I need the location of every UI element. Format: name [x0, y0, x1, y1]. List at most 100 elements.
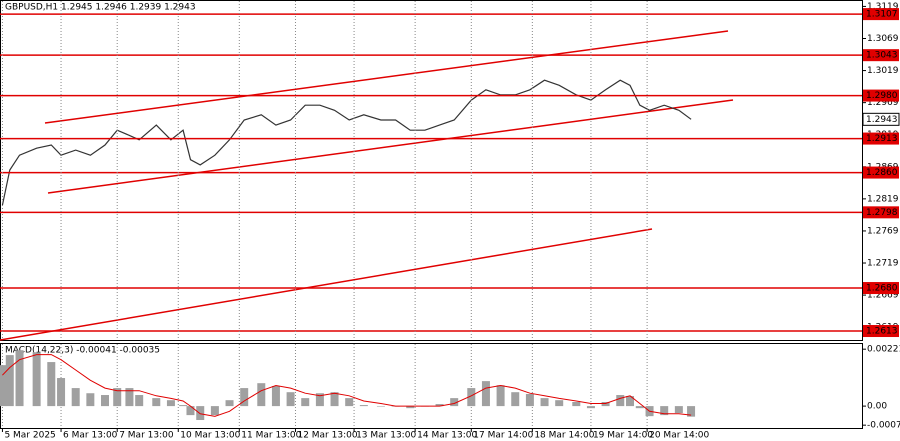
macd-bar [5, 355, 14, 407]
x-tick-label: 18 Mar 14:00 [534, 431, 594, 441]
macd-bar [467, 388, 476, 407]
macd-bar [101, 395, 110, 407]
macd-bar [166, 400, 175, 407]
macd-bar [626, 396, 635, 407]
price-panel-frame [0, 0, 863, 341]
y-tick-label: 1.2769 [867, 226, 899, 236]
macd-bar [125, 388, 134, 407]
macd-bar [511, 392, 520, 407]
macd-bar [450, 398, 459, 407]
trend-line [0, 228, 653, 341]
macd-bar [496, 385, 505, 407]
trend-line [44, 30, 729, 124]
macd-bar [674, 406, 683, 414]
macd-bar [586, 406, 595, 409]
x-tick-label: 14 Mar 13:00 [417, 431, 477, 441]
x-tick-label: 7 Mar 13:00 [119, 431, 174, 441]
macd-bar [15, 350, 24, 407]
y-tick-label: 1.2719 [867, 259, 899, 269]
macd-bar [152, 398, 161, 407]
macd-bar [225, 400, 234, 407]
macd-bar [32, 352, 41, 407]
level-label: 1.2980 [866, 91, 898, 101]
price-line [1, 79, 692, 206]
level-label-box [863, 325, 899, 338]
macd-bar [345, 398, 354, 407]
macd-bar [359, 405, 368, 407]
macd-bar [406, 406, 415, 409]
macd-bar [210, 406, 219, 416]
level-label: 1.2860 [866, 168, 898, 178]
y-tick-label: 1.2819 [867, 194, 899, 204]
y-tick-label: 0.00 [867, 402, 887, 412]
macd-bar [135, 395, 144, 407]
x-tick-label: 17 Mar 14:00 [473, 431, 533, 441]
macd-bar [635, 406, 644, 409]
level-label: 1.3107 [866, 10, 898, 20]
level-label-box [863, 282, 899, 295]
level-label-box [863, 49, 899, 62]
level-label-box [863, 166, 899, 179]
macd-bar [286, 392, 295, 407]
macd-bar [301, 398, 310, 407]
trend-lines [0, 30, 734, 341]
macd-bar [660, 406, 669, 416]
level-label: 1.2798 [866, 208, 898, 218]
y-tick-label: 1.3119 [867, 2, 899, 12]
level-label: 1.3043 [866, 51, 898, 61]
level-label: 1.2680 [866, 284, 898, 294]
macd-bar [435, 404, 444, 407]
x-tick-label: 6 Mar 13:00 [63, 431, 118, 441]
level-label-box [863, 89, 899, 102]
level-label: 1.2913 [866, 134, 898, 144]
macd-bar [47, 362, 56, 407]
x-tick-label: 20 Mar 14:00 [649, 431, 709, 441]
y-tick-label: 1.3019 [867, 66, 899, 76]
macd-bar [86, 393, 95, 407]
macd-bar [572, 401, 581, 407]
macd-bar [179, 405, 188, 407]
x-tick-label: 19 Mar 14:00 [593, 431, 653, 441]
macd-bar [240, 388, 249, 407]
trend-line [47, 99, 734, 194]
macd-bar [257, 383, 266, 407]
macd-bar [71, 388, 80, 407]
macd-bar [186, 406, 195, 416]
macd-bar [555, 400, 564, 407]
level-label-box [863, 8, 899, 21]
macd-bar [540, 398, 549, 407]
x-tick-label: 11 Mar 13:00 [241, 431, 301, 441]
macd-bar [196, 406, 205, 421]
macd-title: MACD(14,22,3) -0.00041 -0.00035 [5, 346, 160, 356]
signal-line [2, 354, 692, 417]
macd-bar [616, 395, 625, 407]
macd-bar [481, 381, 490, 407]
y-tick-label: 1.2669 [867, 291, 899, 301]
level-label: 1.2613 [866, 327, 898, 337]
macd-bar [525, 394, 534, 407]
y-tick-label: -0.00074 [867, 421, 900, 431]
macd-bar [601, 401, 610, 407]
x-tick-label: 12 Mar 13:00 [297, 431, 357, 441]
x-tick-label: 5 Mar 2025 [4, 431, 55, 441]
macd-bar [376, 406, 385, 407]
level-label-box [863, 132, 899, 145]
y-tick-label: 1.3069 [867, 34, 899, 44]
x-tick-label: 13 Mar 13:00 [356, 431, 416, 441]
last-price-box [862, 112, 900, 126]
macd-bar [113, 388, 122, 407]
chart-title: GBPUSD,H1 1.2945 1.2946 1.2939 1.2943 [5, 3, 196, 13]
macd-bar [271, 386, 280, 407]
x-tick-label: 10 Mar 13:00 [180, 431, 240, 441]
y-tick-label: 0.00221 [867, 345, 900, 355]
last-price-label: 1.2943 [866, 115, 898, 125]
macd-bar [687, 406, 696, 417]
macd-bar [0, 365, 7, 407]
macd-bar [57, 378, 66, 407]
y-tick-label: 1.2969 [867, 98, 899, 108]
macd-bar [315, 393, 324, 407]
level-label-box [863, 206, 899, 219]
macd-bar [330, 392, 339, 407]
